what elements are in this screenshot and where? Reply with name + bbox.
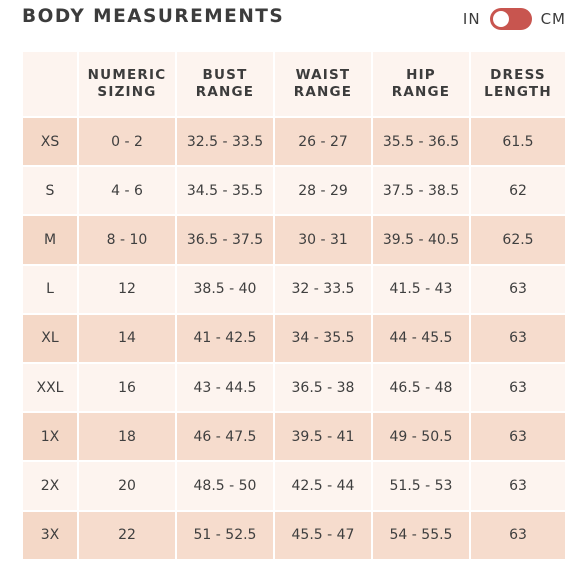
- header-text: DRESS: [490, 67, 546, 83]
- hip-range-cell: 39.5 - 40.5: [373, 216, 471, 266]
- hip-range-cell: 49 - 50.5: [373, 413, 471, 463]
- size-label: XL: [23, 314, 79, 364]
- waist-range-cell: 34 - 35.5: [275, 314, 373, 364]
- hip-range-cell: 35.5 - 36.5: [373, 118, 471, 168]
- header-numeric-sizing: NUMERIC SIZING: [79, 52, 177, 118]
- header-dress-length: DRESS LENGTH: [471, 52, 567, 118]
- bust-range-cell: 48.5 - 50: [177, 462, 275, 512]
- waist-range-cell: 42.5 - 44: [275, 462, 373, 512]
- table-row: S 4 - 6 34.5 - 35.5 28 - 29 37.5 - 38.5 …: [23, 167, 567, 217]
- header-text: RANGE: [195, 84, 255, 100]
- page-title: BODY MEASUREMENTS: [22, 6, 285, 27]
- header-text: WAIST: [295, 67, 351, 83]
- size-label: 2X: [23, 462, 79, 512]
- header-text: RANGE: [391, 84, 451, 100]
- table-row: XS 0 - 2 32.5 - 33.5 26 - 27 35.5 - 36.5…: [23, 118, 567, 168]
- table-row: L 12 38.5 - 40 32 - 33.5 41.5 - 43 63: [23, 265, 567, 315]
- numeric-sizing-cell: 18: [79, 413, 177, 463]
- bust-range-cell: 38.5 - 40: [177, 265, 275, 315]
- numeric-sizing-cell: 16: [79, 363, 177, 414]
- table-row: M 8 - 10 36.5 - 37.5 30 - 31 39.5 - 40.5…: [23, 216, 567, 266]
- hip-range-cell: 54 - 55.5: [373, 511, 471, 561]
- dress-length-cell: 62.5: [471, 216, 567, 266]
- waist-range-cell: 26 - 27: [275, 118, 373, 168]
- size-label: 3X: [23, 511, 79, 561]
- dress-length-cell: 63: [471, 413, 567, 463]
- waist-range-cell: 36.5 - 38: [275, 363, 373, 414]
- hip-range-cell: 41.5 - 43: [373, 265, 471, 315]
- numeric-sizing-cell: 8 - 10: [79, 216, 177, 266]
- bust-range-cell: 46 - 47.5: [177, 413, 275, 463]
- unit-toggle[interactable]: IN CM: [463, 8, 566, 30]
- table-row: 3X 22 51 - 52.5 45.5 - 47 54 - 55.5 63: [23, 511, 567, 561]
- dress-length-cell: 63: [471, 363, 567, 414]
- waist-range-cell: 45.5 - 47: [275, 511, 373, 561]
- header-text: HIP: [406, 67, 436, 83]
- table-row: 2X 20 48.5 - 50 42.5 - 44 51.5 - 53 63: [23, 462, 567, 512]
- bust-range-cell: 34.5 - 35.5: [177, 167, 275, 217]
- table-row: XXL 16 43 - 44.5 36.5 - 38 46.5 - 48 63: [23, 363, 567, 414]
- header-waist-range: WAIST RANGE: [275, 52, 373, 118]
- bust-range-cell: 32.5 - 33.5: [177, 118, 275, 168]
- numeric-sizing-cell: 0 - 2: [79, 118, 177, 168]
- table-row: 1X 18 46 - 47.5 39.5 - 41 49 - 50.5 63: [23, 413, 567, 463]
- numeric-sizing-cell: 22: [79, 511, 177, 561]
- dress-length-cell: 63: [471, 511, 567, 561]
- size-label: XXL: [23, 363, 79, 414]
- size-chart-table: NUMERIC SIZING BUST RANGE WAIST RANGE HIP RA…: [23, 52, 567, 561]
- bust-range-cell: 41 - 42.5: [177, 314, 275, 364]
- header-bust-range: BUST RANGE: [177, 52, 275, 118]
- waist-range-cell: 32 - 33.5: [275, 265, 373, 315]
- waist-range-cell: 28 - 29: [275, 167, 373, 217]
- bust-range-cell: 43 - 44.5: [177, 363, 275, 414]
- size-label: XS: [23, 118, 79, 168]
- bust-range-cell: 51 - 52.5: [177, 511, 275, 561]
- size-label: S: [23, 167, 79, 217]
- numeric-sizing-cell: 4 - 6: [79, 167, 177, 217]
- unit-label-in: IN: [462, 10, 481, 28]
- dress-length-cell: 63: [471, 314, 567, 364]
- dress-length-cell: 63: [471, 265, 567, 315]
- numeric-sizing-cell: 12: [79, 265, 177, 315]
- dress-length-cell: 63: [471, 462, 567, 512]
- table-header-row: NUMERIC SIZING BUST RANGE WAIST RANGE HIP RA…: [23, 52, 567, 118]
- size-label: 1X: [23, 413, 79, 463]
- dress-length-cell: 61.5: [471, 118, 567, 168]
- header-text: RANGE: [293, 84, 353, 100]
- unit-label-cm: CM: [540, 10, 566, 28]
- header-corner: [23, 52, 79, 118]
- hip-range-cell: 46.5 - 48: [373, 363, 471, 414]
- size-label: L: [23, 265, 79, 315]
- header-text: NUMERIC: [87, 67, 167, 83]
- waist-range-cell: 30 - 31: [275, 216, 373, 266]
- hip-range-cell: 51.5 - 53: [373, 462, 471, 512]
- table-row: XL 14 41 - 42.5 34 - 35.5 44 - 45.5 63: [23, 314, 567, 364]
- hip-range-cell: 44 - 45.5: [373, 314, 471, 364]
- bust-range-cell: 36.5 - 37.5: [177, 216, 275, 266]
- dress-length-cell: 62: [471, 167, 567, 217]
- header-text: LENGTH: [484, 84, 552, 100]
- header-text: SIZING: [97, 84, 157, 100]
- size-label: M: [23, 216, 79, 266]
- numeric-sizing-cell: 14: [79, 314, 177, 364]
- header-hip-range: HIP RANGE: [373, 52, 471, 118]
- waist-range-cell: 39.5 - 41: [275, 413, 373, 463]
- unit-switch[interactable]: [489, 8, 532, 30]
- switch-knob: [492, 11, 509, 27]
- header-text: BUST: [202, 67, 248, 83]
- hip-range-cell: 37.5 - 38.5: [373, 167, 471, 217]
- numeric-sizing-cell: 20: [79, 462, 177, 512]
